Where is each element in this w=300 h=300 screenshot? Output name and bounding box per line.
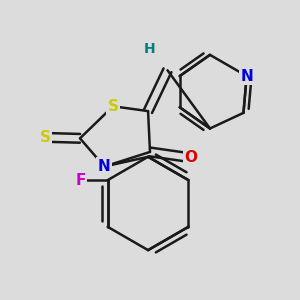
Text: N: N	[240, 69, 253, 84]
Text: N: N	[98, 159, 111, 174]
Text: O: O	[184, 150, 197, 165]
Text: F: F	[75, 172, 85, 188]
Text: H: H	[144, 42, 156, 56]
Text: S: S	[108, 99, 118, 114]
Text: S: S	[40, 130, 50, 145]
